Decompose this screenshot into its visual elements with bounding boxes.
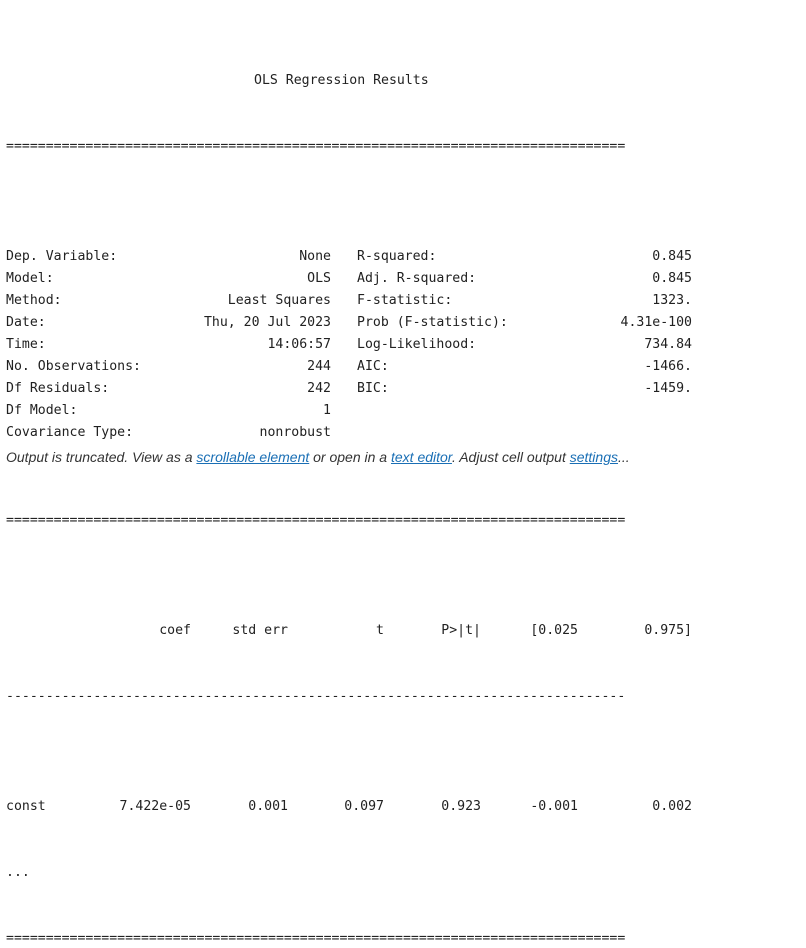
stat-label: Method:	[6, 293, 62, 308]
stat-value: OLS	[307, 271, 331, 286]
stat-value: 0.845	[652, 249, 692, 264]
stat-value: Thu, 20 Jul 2023	[203, 315, 331, 330]
stat-row: Model: OLS Adj. R-squared: 0.845	[6, 268, 806, 290]
coef-row: const 7.422e-05 0.001 0.097 0.923 -0.001 0.002	[6, 796, 806, 818]
model-stats: Dep. Variable: None R-squared: 0.845 Model: O…	[6, 246, 806, 444]
output-truncated-notice: Output is truncated. View as a scrollabl…	[6, 449, 630, 465]
stat-value: 1323.	[652, 293, 692, 308]
stat-label: Log-Likelihood:	[357, 337, 477, 352]
coef-cell: 0.001	[248, 799, 288, 814]
coef-column-header: P>|t|	[441, 623, 481, 638]
coef-variable-name: const	[6, 799, 46, 814]
stat-value: Least Squares	[227, 293, 331, 308]
double-separator: ========================================…	[6, 513, 626, 528]
coef-column-header: 0.975]	[644, 623, 692, 638]
text-editor-link[interactable]: text editor	[390, 449, 452, 465]
stat-label: No. Observations:	[6, 359, 141, 374]
stat-label: R-squared:	[357, 249, 437, 264]
stat-label: Prob (F-statistic):	[357, 315, 508, 330]
footer-suffix: ...	[617, 449, 630, 465]
stat-row: No. Observations: 244 AIC: -1466.	[6, 356, 806, 378]
coef-cell: 0.923	[441, 799, 481, 814]
ellipsis: ...	[6, 865, 30, 880]
coef-column-header: std err	[232, 623, 288, 638]
stat-value: 734.84	[644, 337, 692, 352]
stat-label: Adj. R-squared:	[357, 271, 477, 286]
double-separator: ========================================…	[6, 139, 626, 154]
coef-cell: 7.422e-05	[119, 799, 191, 814]
coef-cell: -0.001	[530, 799, 578, 814]
stat-value: -1466.	[644, 359, 692, 374]
stat-label: AIC:	[357, 359, 389, 374]
stat-label: Model:	[6, 271, 54, 286]
summary-title-row: OLS Regression Results	[6, 70, 806, 92]
stat-row: Df Residuals: 242 BIC: -1459.	[6, 378, 806, 400]
stat-value: 242	[307, 381, 331, 396]
summary-title: OLS Regression Results	[254, 73, 429, 88]
stat-label: Time:	[6, 337, 46, 352]
stat-value: 244	[307, 359, 331, 374]
stat-value: 0.845	[652, 271, 692, 286]
stat-label: Dep. Variable:	[6, 249, 118, 264]
stat-row: Method: Least Squares F-statistic: 1323.	[6, 290, 806, 312]
stat-value: nonrobust	[259, 425, 331, 440]
scrollable-element-link[interactable]: scrollable element	[196, 449, 310, 465]
stat-label: F-statistic:	[357, 293, 453, 308]
single-separator: ----------------------------------------…	[6, 689, 626, 704]
footer-middle2: . Adjust cell output	[451, 449, 570, 465]
footer-prefix: Output is truncated. View as a	[6, 449, 197, 465]
settings-link[interactable]: settings	[569, 449, 618, 465]
coef-cell: 0.097	[344, 799, 384, 814]
stat-value: 1	[323, 403, 331, 418]
coef-header-row: coef std err t P>|t| [0.025 0.975]	[6, 620, 806, 642]
stat-row: Date: Thu, 20 Jul 2023 Prob (F-statistic):…	[6, 312, 806, 334]
stat-row: Time: 14:06:57 Log-Likelihood: 734.84	[6, 334, 806, 356]
stat-label: Covariance Type:	[6, 425, 134, 440]
ellipsis-row: ...	[6, 862, 806, 884]
stat-value: None	[299, 249, 331, 264]
stat-value: 14:06:57	[267, 337, 331, 352]
stat-label: Df Residuals:	[6, 381, 110, 396]
stat-row: Dep. Variable: None R-squared: 0.845	[6, 246, 806, 268]
coef-column-header: t	[376, 623, 384, 638]
footer-middle: or open in a	[309, 449, 391, 465]
stat-row: Covariance Type: nonrobust	[6, 422, 806, 444]
stat-label: Date:	[6, 315, 46, 330]
stat-label: BIC:	[357, 381, 389, 396]
coef-column-header: coef	[159, 623, 191, 638]
stat-value: -1459.	[644, 381, 692, 396]
stat-row: Df Model: 1	[6, 400, 806, 422]
stat-label: Df Model:	[6, 403, 78, 418]
coef-table: const 7.422e-05 0.001 0.097 0.923 -0.001 0.002	[6, 796, 806, 818]
stat-value: 4.31e-100	[620, 315, 692, 330]
cell-output: OLS Regression Results =================…	[6, 4, 806, 948]
coef-column-header: [0.025	[530, 623, 578, 638]
double-separator: ========================================…	[6, 931, 626, 946]
coef-cell: 0.002	[652, 799, 692, 814]
